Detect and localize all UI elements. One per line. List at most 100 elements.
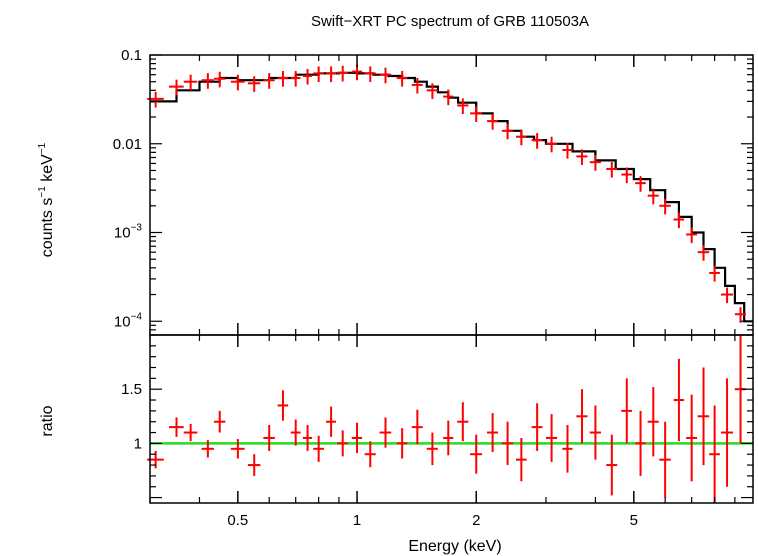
ratio-plot-frame (149, 334, 754, 504)
y-label-sup-a: −1 (37, 186, 48, 198)
model-curve (150, 71, 753, 323)
ratio-point (247, 454, 261, 476)
data-point (230, 74, 245, 91)
data-point (709, 265, 720, 282)
ratio-point (302, 424, 313, 451)
ratio-point (686, 394, 697, 482)
ratio-point (501, 421, 514, 466)
data-point (364, 66, 376, 83)
ratio-point (720, 378, 733, 487)
ratio-point (263, 424, 275, 451)
data-point (515, 129, 527, 146)
ratio-point (443, 420, 454, 456)
ratio-point (351, 422, 363, 454)
data-point (313, 66, 324, 83)
ratio-point (183, 423, 198, 442)
data-point (659, 198, 671, 215)
data-point (183, 74, 198, 91)
ratio-point (606, 434, 618, 496)
data-point (673, 212, 685, 229)
ratio-y-tick-label: 1 (134, 435, 142, 452)
ratio-point (411, 409, 423, 445)
data-point (470, 106, 483, 122)
ratio-point (336, 430, 349, 457)
x-tick-label: 1 (353, 512, 361, 529)
chart-title: Swift−XRT PC spectrum of GRB 110503A (311, 13, 589, 30)
data-point (201, 73, 214, 89)
data-point (379, 67, 392, 84)
ratio-point (326, 406, 337, 437)
data-point (290, 71, 301, 87)
ratio-point (396, 428, 408, 459)
data-point (213, 71, 226, 88)
data-point (501, 123, 514, 140)
ratio-y-axis-label: ratio (39, 405, 56, 436)
ratio-point (659, 421, 671, 498)
ratio-point (562, 424, 573, 473)
ratio-point (697, 367, 710, 466)
data-point (686, 227, 697, 244)
ratio-point (277, 390, 289, 421)
x-tick-label: 0.5 (227, 512, 248, 529)
data-point (247, 76, 261, 92)
ratio-point (647, 387, 659, 457)
y-label-part-b: keV (39, 154, 56, 186)
data-point (576, 149, 588, 166)
model-step-line (150, 71, 753, 323)
data-point (426, 83, 438, 99)
ratio-point (379, 417, 392, 448)
ratio-point (201, 440, 214, 458)
y-tick-label: 10−3 (114, 223, 143, 242)
data-point (606, 161, 618, 178)
ratio-point (230, 439, 245, 459)
ratio-point (426, 432, 438, 466)
x-tick-label: 5 (630, 512, 638, 529)
ratio-point (635, 410, 646, 476)
y-tick-label: 10−4 (114, 311, 143, 330)
data-point (351, 64, 363, 81)
data-point (302, 68, 313, 85)
data-point (562, 142, 573, 159)
ratio-point (589, 405, 601, 460)
ratio-point (313, 435, 324, 462)
y-tick-label: 0.01 (113, 136, 142, 153)
ratio-point (290, 419, 301, 446)
ratio-point (531, 403, 543, 451)
ratio-point (576, 389, 588, 444)
data-point (263, 73, 275, 89)
ratio-point (709, 405, 720, 503)
data-point (697, 245, 710, 261)
spectrum-data-points (147, 64, 746, 323)
data-point (336, 65, 349, 82)
data-point (326, 66, 337, 83)
data-point (635, 176, 646, 192)
ratio-y-tick-labels: 1.51 (121, 381, 142, 452)
data-point (734, 307, 746, 323)
spectrum-y-axis-label: counts s−1 keV−1 (37, 142, 56, 257)
ratio-data-points (147, 335, 746, 503)
ratio-point (213, 410, 226, 433)
ratio-point (457, 402, 469, 442)
ratio-point (545, 414, 558, 462)
y-label-sup-b: −1 (37, 142, 48, 154)
ratio-point (487, 413, 499, 453)
ratio-point (470, 434, 483, 474)
spectrum-y-tick-labels: 0.1 0.01 10−3 10−4 (113, 47, 143, 330)
ratio-point (364, 441, 376, 468)
data-point (647, 188, 659, 205)
ratio-point (515, 437, 527, 482)
ratio-panel: 1.51 0.5 1 2 5 (121, 334, 754, 529)
data-point (621, 167, 633, 184)
x-axis-label: Energy (keV) (408, 538, 501, 555)
data-point (545, 136, 558, 153)
data-point (720, 287, 733, 304)
data-point (277, 71, 289, 87)
data-point (443, 89, 454, 106)
energy-x-tick-labels: 0.5 1 2 5 (227, 512, 638, 529)
data-point (168, 79, 184, 96)
data-point (531, 133, 543, 149)
y-tick-label: 0.1 (121, 47, 142, 64)
ratio-y-tick-label: 1.5 (121, 381, 142, 398)
spectrum-panel: 0.1 0.01 10−3 10−4 (113, 47, 754, 336)
